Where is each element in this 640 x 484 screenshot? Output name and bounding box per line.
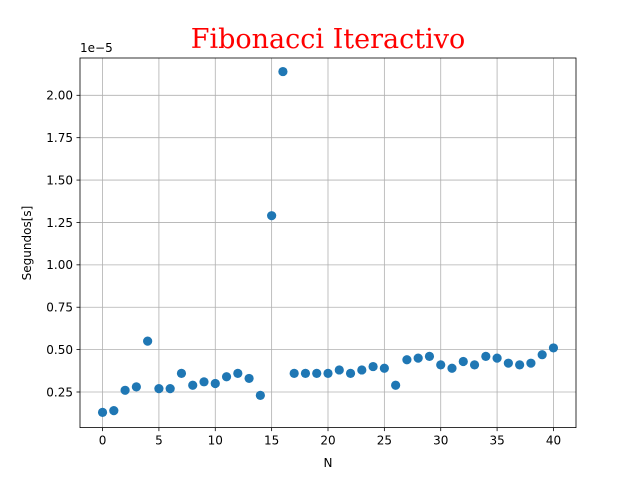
- data-point: [503, 358, 513, 368]
- x-axis-label: N: [324, 456, 333, 470]
- x-tick-label: 30: [433, 434, 448, 448]
- data-point: [357, 365, 367, 375]
- data-point: [458, 356, 468, 367]
- data-point: [221, 372, 232, 382]
- x-tick-label: 25: [377, 434, 392, 448]
- data-point: [492, 353, 502, 363]
- x-tick-label: 40: [546, 434, 561, 448]
- data-point: [120, 385, 130, 395]
- data-point: [289, 368, 299, 378]
- data-point: [413, 353, 423, 363]
- data-point: [447, 363, 457, 373]
- data-point: [131, 382, 141, 392]
- x-tick-label: 10: [208, 434, 223, 448]
- chart-title: Fibonacci Iteractivo: [191, 24, 465, 55]
- data-point: [345, 368, 356, 378]
- y-offset-label: 1e−5: [80, 41, 113, 55]
- data-point: [300, 368, 311, 378]
- data-point: [402, 355, 412, 365]
- data-point: [424, 351, 435, 361]
- data-point: [312, 368, 322, 378]
- y-tick-label: 0.75: [46, 301, 73, 315]
- data-point: [469, 360, 480, 370]
- y-tick-label: 0.50: [46, 343, 73, 357]
- y-tick-label: 1.00: [46, 258, 73, 272]
- data-point: [199, 377, 209, 387]
- ticks-layer: 0 5 10 15 20 25 30 35 40 0.25 0.50 0.75 1.00 1.25 1.50…: [46, 89, 561, 448]
- y-tick-label: 0.25: [46, 385, 73, 399]
- data-point: [188, 380, 198, 390]
- data-point: [233, 368, 243, 378]
- data-point: [515, 360, 525, 370]
- points-layer: [97, 66, 559, 417]
- x-tick-label: 35: [489, 434, 504, 448]
- y-tick-label: 1.25: [46, 216, 73, 230]
- data-point: [210, 378, 220, 389]
- y-axis-label: Segundos[s]: [20, 206, 34, 281]
- data-point: [176, 368, 187, 378]
- data-point: [109, 406, 119, 416]
- y-tick-label: 1.75: [46, 131, 73, 145]
- x-tick-label: 5: [155, 434, 163, 448]
- data-point: [278, 66, 288, 77]
- data-point: [436, 360, 446, 370]
- x-tick-label: 15: [264, 434, 279, 448]
- data-point: [165, 384, 175, 394]
- x-tick-label: 20: [320, 434, 335, 448]
- y-tick-label: 2.00: [46, 89, 73, 103]
- data-point: [526, 358, 536, 368]
- data-point: [368, 361, 378, 372]
- data-point: [97, 407, 108, 417]
- grid-layer: [80, 58, 576, 428]
- data-point: [334, 365, 344, 375]
- data-point: [244, 373, 254, 384]
- data-point: [481, 351, 491, 361]
- x-tick-label: 0: [99, 434, 107, 448]
- data-point: [267, 211, 277, 221]
- data-point: [143, 336, 153, 346]
- data-point: [391, 380, 401, 390]
- data-point: [154, 384, 164, 394]
- data-point: [548, 343, 559, 353]
- data-point: [255, 390, 265, 400]
- data-point: [323, 368, 333, 378]
- data-point: [379, 363, 389, 373]
- y-tick-label: 1.50: [46, 173, 73, 187]
- data-point: [537, 350, 547, 360]
